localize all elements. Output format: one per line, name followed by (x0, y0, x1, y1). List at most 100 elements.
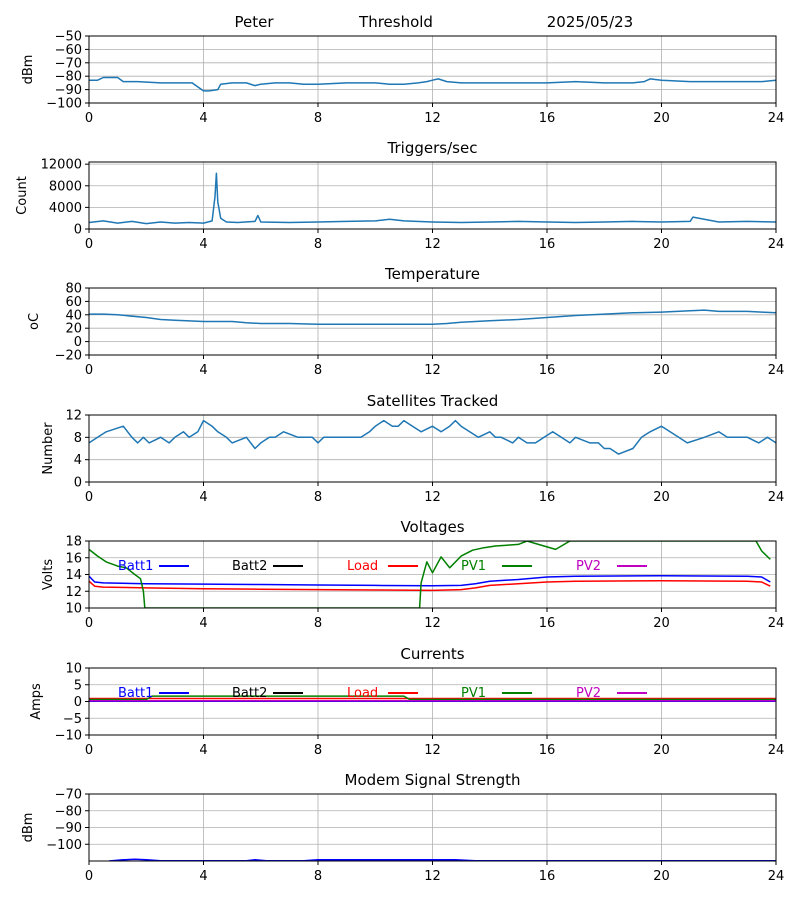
signal-series-line-0 (89, 76, 776, 92)
y-tick-label: 18 (65, 535, 82, 550)
signal-ylabel: dBm (21, 55, 36, 85)
x-tick-label: 20 (653, 237, 670, 252)
currents-ylabel: Amps (29, 683, 44, 720)
legend-label-pv2: PV2 (576, 686, 601, 701)
x-tick-label: 0 (85, 490, 93, 505)
legend-label-batt1: Batt1 (118, 686, 153, 701)
legend-label-pv2: PV2 (576, 559, 601, 574)
legend-label-batt2: Batt2 (232, 559, 267, 574)
y-tick-label: −60 (55, 43, 82, 58)
x-tick-label: 12 (424, 743, 441, 758)
modem-ylabel: dBm (21, 813, 36, 843)
y-tick-label: −80 (55, 70, 82, 85)
x-tick-label: 0 (85, 616, 93, 631)
x-tick-label: 16 (539, 363, 556, 378)
x-tick-label: 24 (768, 363, 785, 378)
x-tick-label: 20 (653, 869, 670, 884)
y-tick-label: −90 (55, 821, 82, 836)
y-tick-label: 10 (65, 662, 82, 677)
modem-title: Modem Signal Strength (345, 771, 521, 789)
y-tick-label: 8000 (49, 179, 82, 194)
x-tick-label: 20 (653, 616, 670, 631)
x-tick-label: 16 (539, 111, 556, 126)
y-tick-label: 60 (65, 295, 82, 310)
y-tick-label: 20 (65, 322, 82, 337)
x-tick-label: 20 (653, 111, 670, 126)
x-tick-label: 8 (314, 363, 322, 378)
x-tick-label: 8 (314, 111, 322, 126)
modem-panel: 0 4 8 12 16 20 24 −100 −90 −80−70 Modem Signal Str… (21, 771, 784, 884)
triggers-series-line-0 (89, 172, 776, 225)
x-tick-label: 16 (539, 616, 556, 631)
x-tick-label: 4 (199, 111, 207, 126)
y-tick-label: −5 (63, 712, 82, 727)
y-tick-label: 5 (74, 678, 82, 693)
y-tick-label: −80 (55, 804, 82, 819)
x-tick-label: 0 (85, 743, 93, 758)
page-header: Peter Threshold 2025/05/23 (234, 13, 633, 31)
voltages-ylabel: Volts (41, 559, 56, 591)
voltages-series-load-2 (89, 580, 771, 592)
x-tick-label: 24 (768, 490, 785, 505)
satellites-title: Satellites Tracked (367, 392, 498, 410)
y-tick-label: −90 (55, 83, 82, 98)
y-tick-label: 14 (65, 568, 82, 583)
legend-label-load: Load (347, 686, 378, 701)
x-tick-label: 0 (85, 869, 93, 884)
voltages-title: Voltages (400, 518, 464, 536)
x-tick-label: 12 (424, 616, 441, 631)
currents-panel: 0 4 8 12 16 20 24 −10 −5 0 510 Currents Amps Batt1 Bat… (29, 645, 784, 758)
y-tick-label: −20 (55, 349, 82, 364)
legend-label-batt2: Batt2 (232, 686, 267, 701)
x-tick-label: 4 (199, 743, 207, 758)
x-tick-label: 4 (199, 869, 207, 884)
y-tick-label: 0 (74, 223, 82, 238)
voltages-series-batt1-0 (89, 575, 771, 587)
y-tick-label: 12 (65, 585, 82, 600)
x-tick-label: 8 (314, 237, 322, 252)
y-tick-label: 0 (74, 335, 82, 350)
legend-label-pv1: PV1 (461, 686, 486, 701)
y-tick-label: −70 (55, 56, 82, 71)
y-tick-label: 12 (65, 409, 82, 424)
currents-title: Currents (400, 645, 464, 663)
y-tick-label: −50 (55, 30, 82, 45)
currents-series-pv1-3 (89, 695, 776, 701)
x-tick-label: 20 (653, 743, 670, 758)
y-tick-label: 4 (74, 453, 82, 468)
x-tick-label: 20 (653, 490, 670, 505)
x-tick-label: 0 (85, 111, 93, 126)
x-tick-label: 12 (424, 490, 441, 505)
x-tick-label: 12 (424, 869, 441, 884)
y-tick-label: 40 (65, 308, 82, 323)
y-tick-label: 12000 (41, 158, 82, 173)
x-tick-label: 4 (199, 490, 207, 505)
y-tick-label: 8 (74, 431, 82, 446)
x-tick-label: 12 (424, 111, 441, 126)
x-tick-label: 12 (424, 363, 441, 378)
temperature-series-line-0 (89, 309, 776, 325)
x-tick-label: 24 (768, 616, 785, 631)
y-tick-label: 16 (65, 551, 82, 566)
date-label: 2025/05/23 (547, 13, 633, 31)
satellites-ylabel: Number (41, 422, 56, 475)
y-tick-label: −10 (55, 729, 82, 744)
x-tick-label: 0 (85, 363, 93, 378)
y-tick-label: −70 (55, 788, 82, 803)
x-tick-label: 4 (199, 616, 207, 631)
y-tick-label: 0 (74, 695, 82, 710)
x-tick-label: 24 (768, 869, 785, 884)
legend-label-batt1: Batt1 (118, 559, 153, 574)
legend-label-pv1: PV1 (461, 559, 486, 574)
y-tick-label: 4000 (49, 201, 82, 216)
x-tick-label: 4 (199, 237, 207, 252)
x-tick-label: 16 (539, 490, 556, 505)
y-tick-label: 0 (74, 476, 82, 491)
signal-panel: 0 4 8 12 16 20 24 −100−90−80−70−60−50 dBm (21, 30, 784, 127)
x-tick-label: 16 (539, 743, 556, 758)
x-tick-label: 24 (768, 237, 785, 252)
x-tick-label: 8 (314, 869, 322, 884)
y-tick-label: 10 (65, 602, 82, 617)
